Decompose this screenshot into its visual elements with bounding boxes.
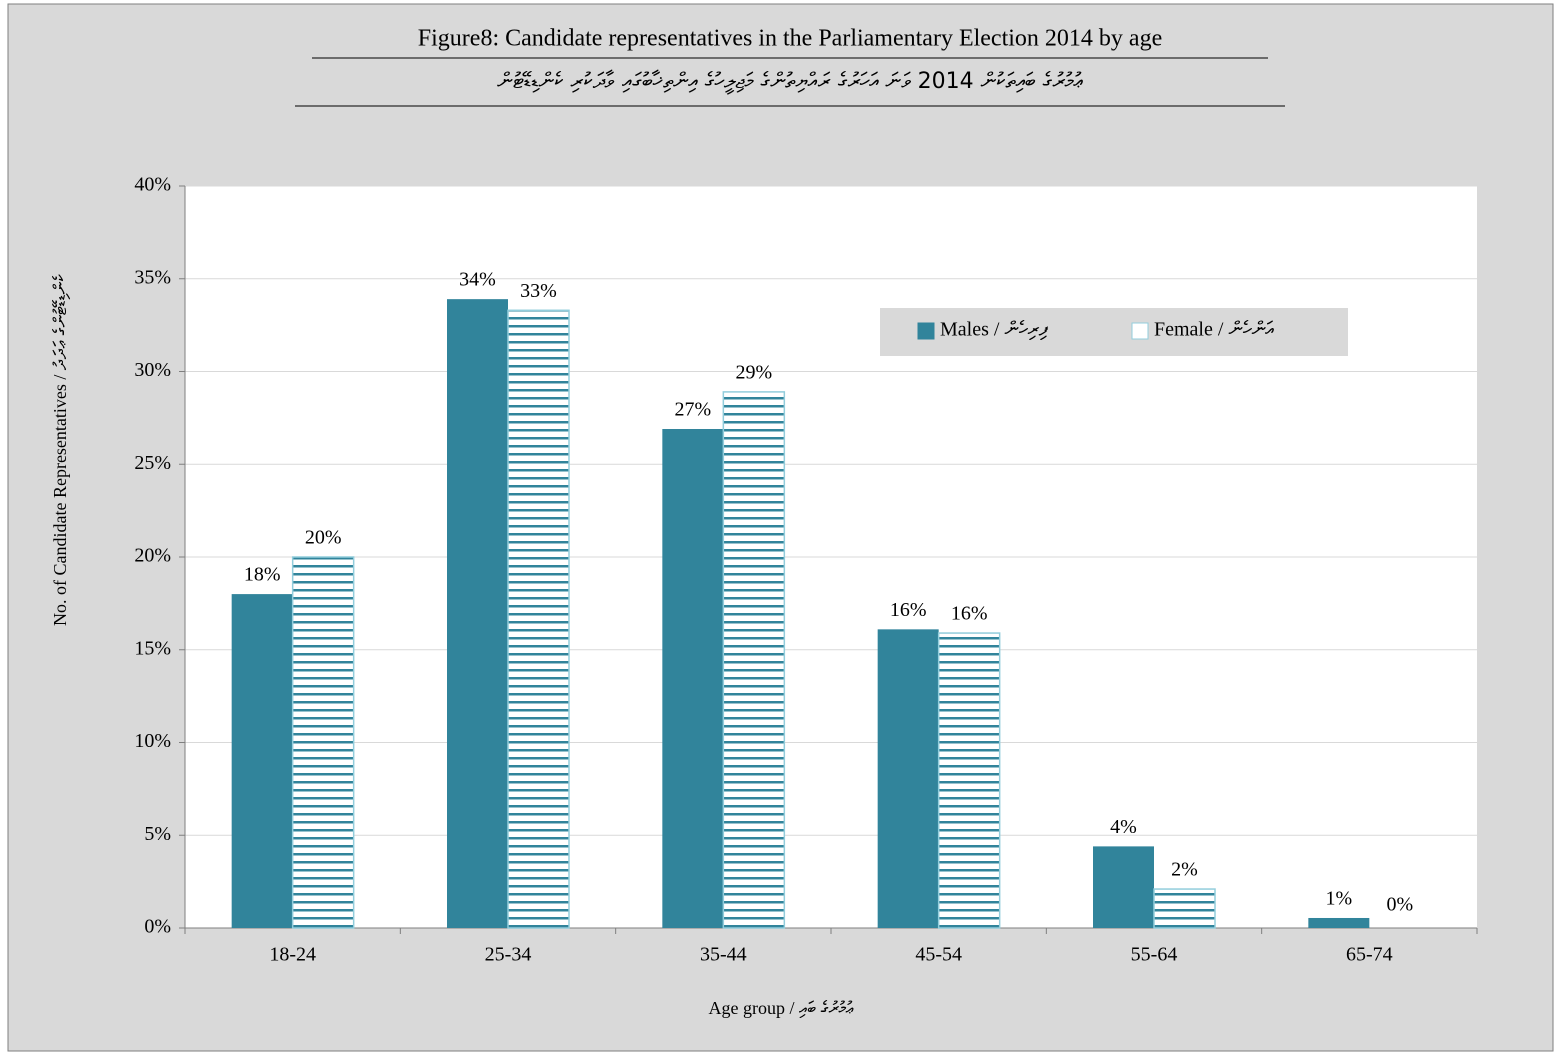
x-tick-label: 18-24 bbox=[269, 944, 316, 966]
x-tick-label: 35-44 bbox=[700, 944, 747, 966]
bar bbox=[937, 632, 1001, 929]
value-label: 0% bbox=[1386, 894, 1413, 916]
value-label: 20% bbox=[305, 527, 342, 549]
bar bbox=[447, 299, 508, 928]
bar bbox=[662, 429, 724, 928]
y-tick-label: 10% bbox=[134, 730, 171, 752]
y-tick-label: 15% bbox=[134, 637, 171, 659]
bar bbox=[877, 629, 939, 928]
chart-subtitle: ޢުމުރުގެ ބައިތަކުން 2014 ވަނަ އަހަރުގެ ރ… bbox=[497, 69, 1083, 95]
x-tick-label: 55-64 bbox=[1131, 944, 1178, 966]
value-label: 2% bbox=[1171, 859, 1198, 881]
legend-swatch bbox=[917, 322, 935, 340]
value-label: 16% bbox=[951, 603, 988, 625]
bar bbox=[722, 391, 786, 929]
x-tick-label: 25-34 bbox=[485, 944, 532, 966]
y-tick-label: 30% bbox=[134, 359, 171, 381]
legend-label: Males / ފިރިހެން bbox=[940, 319, 1049, 341]
legend bbox=[880, 308, 1348, 356]
bar bbox=[1093, 846, 1154, 928]
y-tick-label: 20% bbox=[134, 545, 171, 567]
y-tick-label: 40% bbox=[134, 174, 171, 196]
bar bbox=[1308, 917, 1370, 928]
bar bbox=[507, 309, 570, 929]
bar bbox=[291, 556, 355, 929]
value-label: 33% bbox=[520, 280, 557, 302]
x-axis-label: Age group / ޢުމުރުގެ ބައި bbox=[708, 998, 853, 1018]
bar bbox=[1153, 888, 1216, 929]
x-tick-label: 65-74 bbox=[1346, 944, 1393, 966]
legend-label: Female / އަންހެން bbox=[1154, 319, 1274, 341]
y-tick-label: 0% bbox=[144, 916, 171, 938]
y-axis-label: No. of Candidate Representatives / ކެންޑ… bbox=[50, 273, 70, 626]
value-label: 16% bbox=[890, 599, 927, 621]
y-tick-label: 5% bbox=[144, 823, 171, 845]
value-label: 18% bbox=[244, 564, 281, 586]
value-label: 4% bbox=[1110, 816, 1137, 838]
value-label: 29% bbox=[735, 361, 772, 383]
bar bbox=[231, 594, 293, 928]
chart-title: Figure8: Candidate representatives in th… bbox=[418, 26, 1162, 52]
value-label: 34% bbox=[459, 269, 496, 291]
value-label: 27% bbox=[674, 399, 711, 421]
legend-swatch bbox=[1131, 322, 1149, 340]
value-label: 1% bbox=[1325, 888, 1352, 910]
y-tick-label: 35% bbox=[134, 266, 171, 288]
x-tick-label: 45-54 bbox=[915, 944, 962, 966]
y-tick-label: 25% bbox=[134, 452, 171, 474]
